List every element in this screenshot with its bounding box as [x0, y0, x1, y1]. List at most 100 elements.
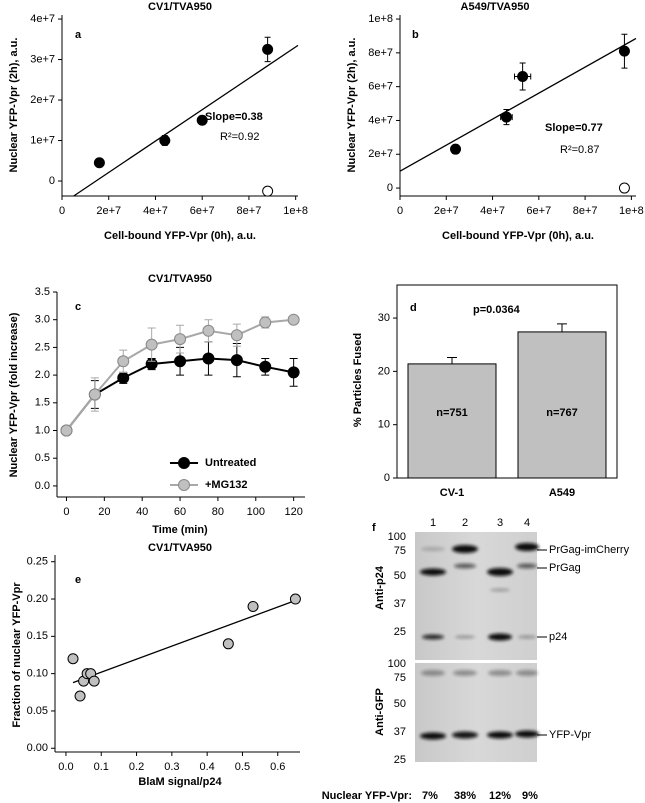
fit-line — [72, 599, 296, 684]
blot-band — [421, 670, 445, 676]
band-label: p24 — [549, 631, 567, 643]
nuclear-percent: 9% — [522, 790, 538, 802]
nuclear-percent: 7% — [422, 790, 438, 802]
y-axis-label: % Particles Fused — [352, 333, 364, 427]
x-axis-label: Time (min) — [152, 524, 208, 536]
point — [618, 182, 630, 194]
marker-label: 37 — [394, 598, 406, 610]
panel-label: a — [75, 29, 82, 41]
point — [202, 352, 215, 365]
x-tick-label: 4e+7 — [480, 205, 505, 217]
x-tick-label: 0.4 — [200, 761, 215, 773]
antibody-label: Anti-GFP — [374, 688, 386, 736]
x-tick-label: 0.5 — [235, 761, 250, 773]
plot-frame — [396, 284, 618, 479]
y-tick-label: 0.25 — [27, 556, 48, 568]
chart-title: A549/TVA950 — [461, 1, 530, 13]
y-tick-label: 0.15 — [27, 630, 48, 642]
x-tick-label: 2e+7 — [434, 205, 459, 217]
x-tick-label: 60 — [174, 506, 186, 518]
point — [202, 324, 215, 337]
bar — [517, 331, 607, 479]
lane-label: 1 — [430, 517, 436, 529]
annotation: p=0.0364 — [473, 304, 521, 316]
blot-band — [421, 547, 445, 551]
x-axis-label: BlaM signal/p24 — [138, 776, 222, 788]
y-tick-label: 1.5 — [35, 397, 50, 409]
x-axis-label: Cell-bound YFP-Vpr (0h), a.u. — [104, 230, 256, 242]
panel-label: e — [75, 574, 81, 586]
lane-label: 3 — [497, 517, 503, 529]
chart-title: CV1/TVA950 — [148, 542, 212, 554]
bar-label: n=767 — [546, 407, 578, 419]
fit-line — [73, 44, 299, 197]
panel-label: b — [412, 29, 419, 41]
blot-band — [422, 634, 444, 640]
point — [262, 43, 274, 55]
blot-band — [518, 635, 536, 639]
panel-label: d — [410, 302, 417, 314]
blot-band — [490, 588, 510, 592]
y-tick-label: 0.5 — [35, 452, 50, 464]
point — [500, 111, 512, 123]
band-label: PrGag-imCherry — [549, 544, 630, 556]
y-tick-label: 6e+7 — [368, 81, 393, 93]
x-tick-label: 2e+7 — [96, 205, 121, 217]
lane-label: 2 — [462, 517, 468, 529]
blot-band — [487, 568, 513, 576]
legend-label: Untreated — [205, 457, 256, 469]
annotation: R²=0.87 — [560, 144, 599, 156]
bar-label: n=751 — [436, 407, 468, 419]
x-tick-label: 6e+7 — [190, 205, 215, 217]
nuclear-percent: 38% — [454, 790, 476, 802]
x-tick-label: 0.1 — [94, 761, 109, 773]
y-tick-label: 0.0 — [35, 480, 50, 492]
legend-marker — [178, 479, 190, 491]
annotation: R²=0.92 — [220, 131, 259, 143]
x-tick-label: A549 — [549, 487, 575, 499]
legend-marker — [178, 457, 190, 469]
blot-band — [455, 635, 475, 639]
error-bar — [557, 323, 567, 332]
point — [450, 143, 462, 155]
point — [174, 333, 187, 346]
blot-band — [515, 543, 539, 551]
point — [230, 354, 243, 367]
y-tick-label: 2e+7 — [30, 94, 55, 106]
x-tick-label: 1e+8 — [619, 205, 644, 217]
blot-top — [415, 532, 537, 660]
x-tick-label: 80 — [212, 506, 224, 518]
point — [517, 71, 529, 83]
y-tick-label: 30 — [378, 312, 390, 324]
point — [247, 600, 259, 612]
fit-line — [399, 37, 637, 172]
blot-band — [420, 732, 446, 740]
y-axis-label: Fraction of nuclear YFP-Vpr — [11, 582, 23, 728]
y-tick-label: 4e+7 — [368, 114, 393, 126]
x-tick-label: 20 — [98, 506, 110, 518]
y-tick-label: 4e+7 — [30, 13, 55, 25]
lane-label: 4 — [524, 517, 530, 529]
antibody-label: Anti-p24 — [374, 565, 386, 610]
band-label: YFP-Vpr — [549, 729, 592, 741]
panel-label: f — [372, 522, 376, 534]
y-tick-label: 2e+7 — [368, 148, 393, 160]
blot-band — [487, 731, 513, 739]
x-tick-label: 0.6 — [270, 761, 285, 773]
x-tick-label: 8e+7 — [573, 205, 598, 217]
marker-label: 50 — [394, 698, 406, 710]
y-tick-label: 3.5 — [35, 286, 50, 298]
point — [174, 355, 187, 368]
chart-title: CV1/TVA950 — [148, 273, 212, 285]
x-tick-label: 120 — [284, 506, 302, 518]
x-tick-label: 0 — [59, 205, 65, 217]
point — [259, 360, 272, 373]
point — [262, 185, 274, 197]
point — [287, 313, 300, 326]
marker-label: 50 — [394, 570, 406, 582]
blot-band — [517, 563, 537, 569]
marker-label: 75 — [394, 545, 406, 557]
annotation: Slope=0.38 — [205, 111, 263, 123]
